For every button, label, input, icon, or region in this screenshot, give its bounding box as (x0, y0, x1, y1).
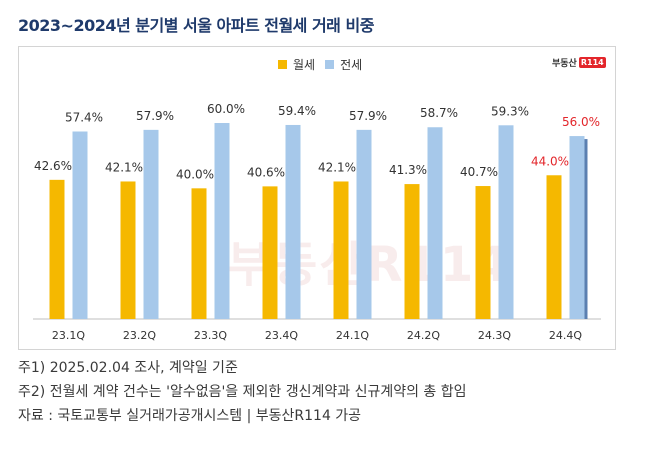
label-monthly-24.1Q: 42.1% (318, 160, 356, 174)
bar-jeonse-shadow (584, 139, 588, 319)
tick-label-24.4Q: 24.4Q (549, 329, 582, 342)
logo-text: 부동산 (552, 59, 577, 69)
bar-monthly-24.1Q (333, 181, 349, 319)
label-monthly-24.3Q: 40.7% (460, 165, 498, 179)
legend-swatch-monthly (278, 60, 287, 69)
brand-logo: 부동산 R114 (552, 56, 606, 69)
tick-label-23.4Q: 23.4Q (265, 329, 298, 342)
bar-monthly-24.4Q (546, 175, 562, 319)
label-jeonse-23.1Q: 57.4% (65, 110, 103, 124)
label-jeonse-24.4Q: 56.0% (562, 115, 600, 129)
bar-jeonse-23.1Q (72, 131, 88, 319)
note-1: 주1) 2025.02.04 조사, 계약일 기준 (18, 360, 238, 376)
footnotes: 주1) 2025.02.04 조사, 계약일 기준 주2) 전월세 계약 건수는… (18, 356, 467, 428)
label-jeonse-24.1Q: 57.9% (349, 109, 387, 123)
bar-monthly-23.3Q (191, 188, 207, 319)
label-jeonse-24.2Q: 58.7% (420, 106, 458, 120)
label-monthly-23.3Q: 40.0% (176, 167, 214, 181)
legend-label-jeonse: 전세 (340, 58, 363, 72)
label-jeonse-23.3Q: 60.0% (207, 102, 245, 116)
legend: 월세 전세 (278, 56, 362, 73)
bar-chart: 42.6% 57.4% 23.1Q 42.1% 57.9% 23.2Q 40.0% 60.0%… (33, 102, 601, 342)
tick-label-23.3Q: 23.3Q (194, 329, 227, 342)
legend-label-monthly: 월세 (293, 58, 316, 72)
bar-monthly-24.2Q (404, 184, 420, 319)
label-monthly-23.1Q: 42.6% (34, 159, 72, 173)
label-monthly-23.4Q: 40.6% (247, 165, 285, 179)
bar-jeonse-23.4Q (285, 124, 301, 320)
bar-jeonse-23.3Q (214, 123, 230, 319)
label-monthly-24.2Q: 41.3% (389, 163, 427, 177)
tick-label-24.3Q: 24.3Q (478, 329, 511, 342)
bar-jeonse-24.4Q (569, 136, 585, 319)
label-jeonse-23.2Q: 57.9% (136, 109, 174, 123)
bar-jeonse-24.1Q (356, 129, 372, 319)
bar-jeonse-24.2Q (427, 127, 443, 319)
tick-label-24.2Q: 24.2Q (407, 329, 440, 342)
bar-monthly-24.3Q (475, 186, 491, 319)
note-3: 자료 : 국토교통부 실거래가공개시스템 | 부동산R114 가공 (18, 408, 362, 424)
label-monthly-24.4Q: 44.0% (531, 154, 569, 168)
bar-jeonse-24.3Q (498, 125, 514, 319)
bar-monthly-23.2Q (120, 181, 136, 319)
bar-jeonse-23.2Q (143, 129, 159, 319)
label-monthly-23.2Q: 42.1% (105, 160, 143, 174)
note-2: 주2) 전월세 계약 건수는 '알수없음'을 제외한 갱신계약과 신규계약의 총… (18, 384, 467, 400)
label-jeonse-23.4Q: 59.4% (278, 104, 316, 118)
chart-title: 2023~2024년 분기별 서울 아파트 전월세 거래 비중 (18, 16, 374, 35)
tick-label-23.1Q: 23.1Q (52, 329, 85, 342)
logo-badge: R114 (578, 57, 606, 68)
tick-label-24.1Q: 24.1Q (336, 329, 369, 342)
chart-area: 부동산R114 42.6% 57.4% 23.1Q 42.1% 57.9% 23.2Q 40… (18, 46, 616, 350)
tick-label-23.2Q: 23.2Q (123, 329, 156, 342)
bar-monthly-23.4Q (262, 186, 278, 319)
bar-monthly-23.1Q (49, 179, 65, 319)
label-jeonse-24.3Q: 59.3% (491, 104, 529, 118)
legend-swatch-jeonse (325, 60, 335, 69)
